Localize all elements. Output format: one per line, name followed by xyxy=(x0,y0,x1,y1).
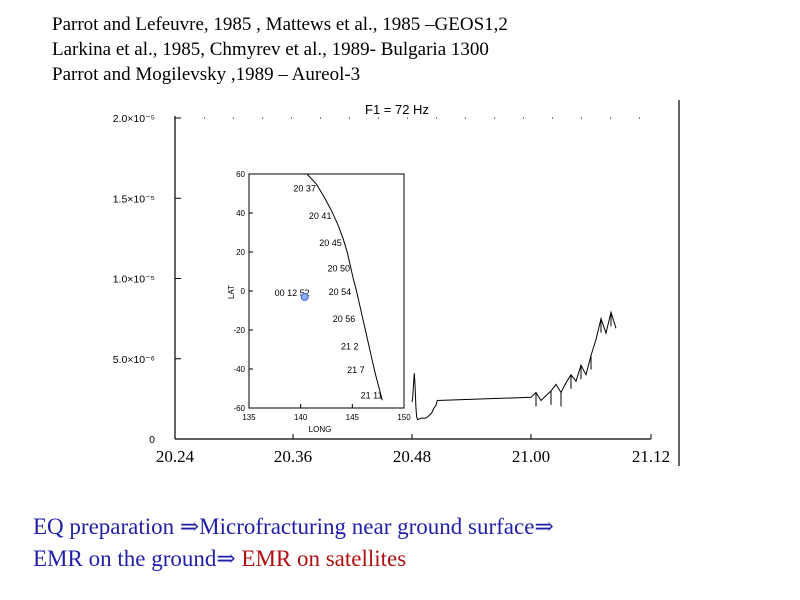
inset-y-tick-label: 40 xyxy=(236,209,245,218)
main-ticks: 20.24 20.36 20.48 21.00 21.12 0 5.0×10⁻⁶ 1.0×10… xyxy=(113,113,670,466)
inset-y-tick-label: 0 xyxy=(241,287,246,296)
implies-arrow-icon: ⇒ xyxy=(179,514,200,539)
orbit-time-label: 20 56 xyxy=(333,314,356,324)
inset-x-tick-label: 150 xyxy=(397,413,411,422)
orbit-time-label: 21 11 xyxy=(361,390,383,400)
reference-line-2: Larkina et al., 1985, Chmyrev et al., 19… xyxy=(52,39,489,60)
implies-arrow-icon: ⇒ xyxy=(216,546,236,571)
main-x-tick-label: 21.00 xyxy=(512,447,550,466)
orbit-time-label: 20 41 xyxy=(309,211,332,221)
orbit-track xyxy=(306,173,383,401)
inset-y-label: LAT xyxy=(227,285,236,299)
main-y-tick-label: 1.5×10⁻⁵ xyxy=(113,193,155,205)
conclusion-eq-preparation: EQ preparation xyxy=(33,514,180,539)
reference-line-3: Parrot and Mogilevsky ,1989 – Aureol-3 xyxy=(52,64,361,85)
main-y-tick-label: 2.0×10⁻⁵ xyxy=(113,113,155,125)
main-y-tick-label: 5.0×10⁻⁶ xyxy=(113,354,155,366)
inset-x-tick-label: 135 xyxy=(242,413,256,422)
inset-labels: 20 37 20 41 20 45 20 50 20 54 20 56 21 2 21 7 21… xyxy=(275,184,383,401)
epicenter-label: 00 12 52 xyxy=(275,288,310,298)
orbit-time-label: 20 37 xyxy=(293,184,316,194)
inset-y-tick-label: 60 xyxy=(236,170,245,179)
inset-x-label: LONG xyxy=(309,425,332,434)
inset-ticks: 135 140 145 150 -60 -40 -20 0 20 40 60 xyxy=(233,170,411,422)
reference-line-1: Parrot and Lefeuvre, 1985 , Mattews et a… xyxy=(52,14,508,35)
inset-y-tick-label: -20 xyxy=(233,326,245,335)
orbit-time-label: 21 2 xyxy=(341,342,359,352)
main-x-tick-label: 20.24 xyxy=(156,447,195,466)
orbit-time-label: 21 7 xyxy=(347,365,365,375)
conclusion-emr-satellites: EMR on satellites xyxy=(235,546,407,571)
main-y-tick-label: 0 xyxy=(149,434,155,446)
inset-y-tick-label: 20 xyxy=(236,248,245,257)
main-chart-title: F1 = 72 Hz xyxy=(365,102,429,117)
orbit-time-label: 20 45 xyxy=(319,238,342,248)
main-x-tick-label: 20.48 xyxy=(393,447,431,466)
conclusion-line-2: EMR on the ground⇒ EMR on satellites xyxy=(33,543,554,575)
main-x-tick-label: 20.36 xyxy=(274,447,312,466)
inset-frame xyxy=(248,173,405,409)
epicenter-marker xyxy=(300,292,309,301)
inset-x-tick-label: 140 xyxy=(294,413,308,422)
main-x-tick-label: 21.12 xyxy=(632,447,670,466)
main-chart: F1 = 72 Hz 20.24 20.36 20.48 21.00 21.12 0 5.0… xyxy=(113,100,680,466)
conclusion-text: EQ preparation ⇒Microfracturing near gro… xyxy=(33,511,554,575)
implies-arrow-icon: ⇒ xyxy=(534,514,554,539)
conclusion-emr-ground: EMR on the ground xyxy=(33,546,217,571)
main-y-tick-label: 1.0×10⁻⁵ xyxy=(113,274,155,286)
main-series-line xyxy=(411,310,617,421)
inset-y-tick-label: -60 xyxy=(233,404,245,413)
orbit-time-label: 20 50 xyxy=(328,264,351,274)
main-series xyxy=(411,310,617,421)
conclusion-microfracturing: Microfracturing near ground surface xyxy=(199,514,535,539)
reference-list: Parrot and Lefeuvre, 1985 , Mattews et a… xyxy=(52,12,508,87)
orbit-time-label: 20 54 xyxy=(329,287,352,297)
inset-x-tick-label: 145 xyxy=(346,413,360,422)
inset-y-tick-label: -40 xyxy=(233,365,245,374)
inset-orbit xyxy=(306,173,383,401)
conclusion-line-1: EQ preparation ⇒Microfracturing near gro… xyxy=(33,511,554,543)
inset-orbit-map: LAT LONG 135 140 145 150 -60 -40 -20 0 20 40 60 20… xyxy=(227,170,411,434)
